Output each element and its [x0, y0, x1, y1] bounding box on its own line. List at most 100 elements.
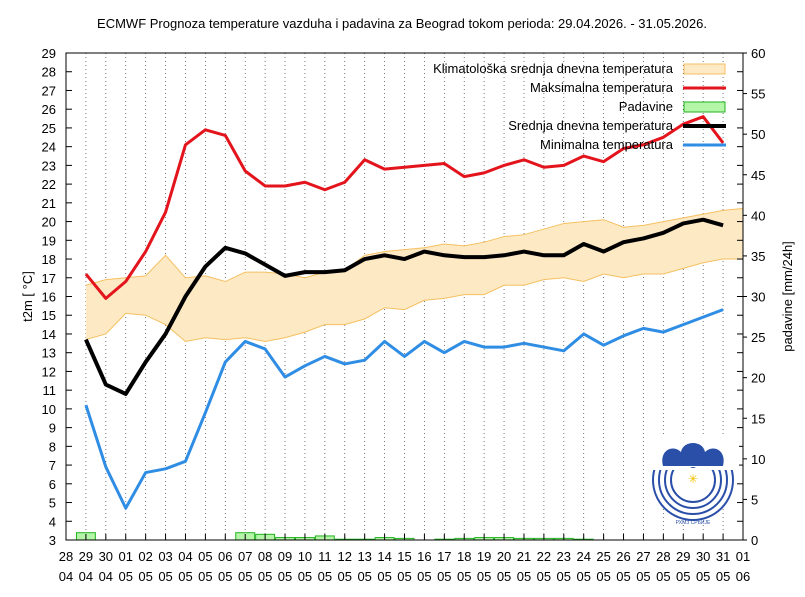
legend-swatch: [683, 101, 726, 113]
institute-logo: ✳ РХМЗ СРБИЈЕ: [647, 434, 739, 526]
x-tick-month: 05: [298, 569, 312, 584]
x-tick-month: 05: [377, 569, 391, 584]
x-tick-month: 05: [517, 569, 531, 584]
legend-label: Minimalna temperatura: [540, 137, 674, 152]
x-tick-day: 05: [198, 549, 212, 564]
x-tick-day: 25: [596, 549, 610, 564]
temperature-lines: [84, 115, 725, 510]
y-tick-label: 20: [42, 215, 56, 230]
x-tick-day: 24: [576, 549, 590, 564]
x-tick-day: 30: [696, 549, 710, 564]
x-tick-month: 05: [497, 569, 511, 584]
x-tick-day: 23: [557, 549, 571, 564]
y-tick-label: 24: [42, 140, 56, 155]
x-tick-day: 26: [616, 549, 630, 564]
x-tick-day: 29: [676, 549, 690, 564]
y2-tick-label: 35: [751, 249, 765, 264]
y-tick-label: 9: [49, 421, 56, 436]
y2-axis-ticks: 0 5 10 15 20 25 30 35 40 45 50 55 60: [743, 46, 765, 548]
x-tick-day: 20: [497, 549, 511, 564]
climatology-band: [85, 207, 744, 342]
y-tick-label: 17: [42, 271, 56, 286]
x-tick-month: 05: [656, 569, 670, 584]
x-tick-month: 05: [636, 569, 650, 584]
legend-label: Maksimalna temperatura: [530, 80, 674, 95]
x-tick-month: 05: [238, 569, 252, 584]
x-tick-month: 05: [417, 569, 431, 584]
x-tick-day: 22: [537, 549, 551, 564]
y-tick-label: 28: [42, 65, 56, 80]
y-tick-label: 22: [42, 177, 56, 192]
x-tick-month: 05: [218, 569, 232, 584]
y-tick-label: 8: [49, 439, 56, 454]
x-tick-month: 05: [477, 569, 491, 584]
y-tick-label: 23: [42, 158, 56, 173]
x-tick-day: 06: [218, 549, 232, 564]
legend-label: Srednja dnevna temperatura: [508, 118, 674, 133]
legend-swatch: [683, 63, 726, 75]
y-tick-label: 27: [42, 83, 56, 98]
y-tick-label: 10: [42, 402, 56, 417]
y-tick-label: 29: [42, 46, 56, 61]
x-tick-day: 01: [736, 549, 750, 564]
y-tick-label: 4: [49, 514, 56, 529]
x-tick-month: 05: [596, 569, 610, 584]
y2-tick-label: 45: [751, 168, 765, 183]
y2-tick-label: 55: [751, 87, 765, 102]
x-tick-day: 07: [238, 549, 252, 564]
x-tick-day: 01: [119, 549, 133, 564]
x-tick-month: 05: [178, 569, 192, 584]
x-tick-month: 04: [59, 569, 73, 584]
y-tick-label: 5: [49, 496, 56, 511]
y-tick-label: 12: [42, 364, 56, 379]
x-tick-month: 05: [357, 569, 371, 584]
y-tick-label: 6: [49, 477, 56, 492]
y2-tick-label: 0: [751, 533, 758, 548]
x-tick-month: 05: [557, 569, 571, 584]
x-tick-month: 06: [736, 569, 750, 584]
x-tick-month: 05: [138, 569, 152, 584]
legend: Klimatološka srednja dnevna temperatura M…: [433, 61, 726, 152]
series-min-temperature: [84, 308, 724, 510]
y-tick-label: 11: [43, 383, 57, 398]
svg-text:РХМЗ СРБИЈЕ: РХМЗ СРБИЈЕ: [676, 520, 711, 526]
y-tick-label: 7: [49, 458, 56, 473]
x-tick-month: 05: [198, 569, 212, 584]
x-tick-day: 27: [636, 549, 650, 564]
x-tick-month: 05: [397, 569, 411, 584]
y2-tick-label: 25: [751, 330, 765, 345]
x-axis-ticks: 28 04 29 04 30 04 01 05 02 05 03 05 04 05 05 05 06 05 07 05…: [59, 534, 750, 584]
x-tick-month: 05: [278, 569, 292, 584]
x-tick-month: 05: [457, 569, 471, 584]
x-tick-day: 28: [656, 549, 670, 564]
y2-tick-label: 10: [751, 452, 765, 467]
x-tick-month: 04: [79, 569, 93, 584]
chart-title: ECMWF Prognoza temperature vazduha i pad…: [97, 16, 707, 31]
x-tick-month: 05: [258, 569, 272, 584]
y-tick-label: 14: [42, 327, 56, 342]
y2-tick-label: 20: [751, 371, 765, 386]
y-tick-label: 16: [42, 290, 56, 305]
y-tick-label: 19: [42, 233, 56, 248]
y2-tick-label: 40: [751, 208, 765, 223]
y-axis-label: t2m [ °C]: [20, 271, 35, 322]
x-tick-day: 30: [99, 549, 113, 564]
x-tick-day: 03: [158, 549, 172, 564]
x-tick-day: 10: [298, 549, 312, 564]
x-tick-month: 05: [537, 569, 551, 584]
x-tick-month: 05: [338, 569, 352, 584]
x-tick-day: 12: [338, 549, 352, 564]
x-tick-day: 17: [437, 549, 451, 564]
x-tick-month: 05: [576, 569, 590, 584]
x-tick-day: 09: [278, 549, 292, 564]
series-max-temperature: [84, 115, 725, 300]
x-tick-day: 18: [457, 549, 471, 564]
legend-label: Klimatološka srednja dnevna temperatura: [433, 61, 674, 76]
series-mean-temperature: [84, 217, 724, 396]
x-tick-day: 31: [716, 549, 730, 564]
x-tick-day: 04: [178, 549, 192, 564]
y-tick-label: 25: [42, 121, 56, 136]
x-tick-month: 05: [119, 569, 133, 584]
x-tick-day: 11: [318, 549, 332, 564]
